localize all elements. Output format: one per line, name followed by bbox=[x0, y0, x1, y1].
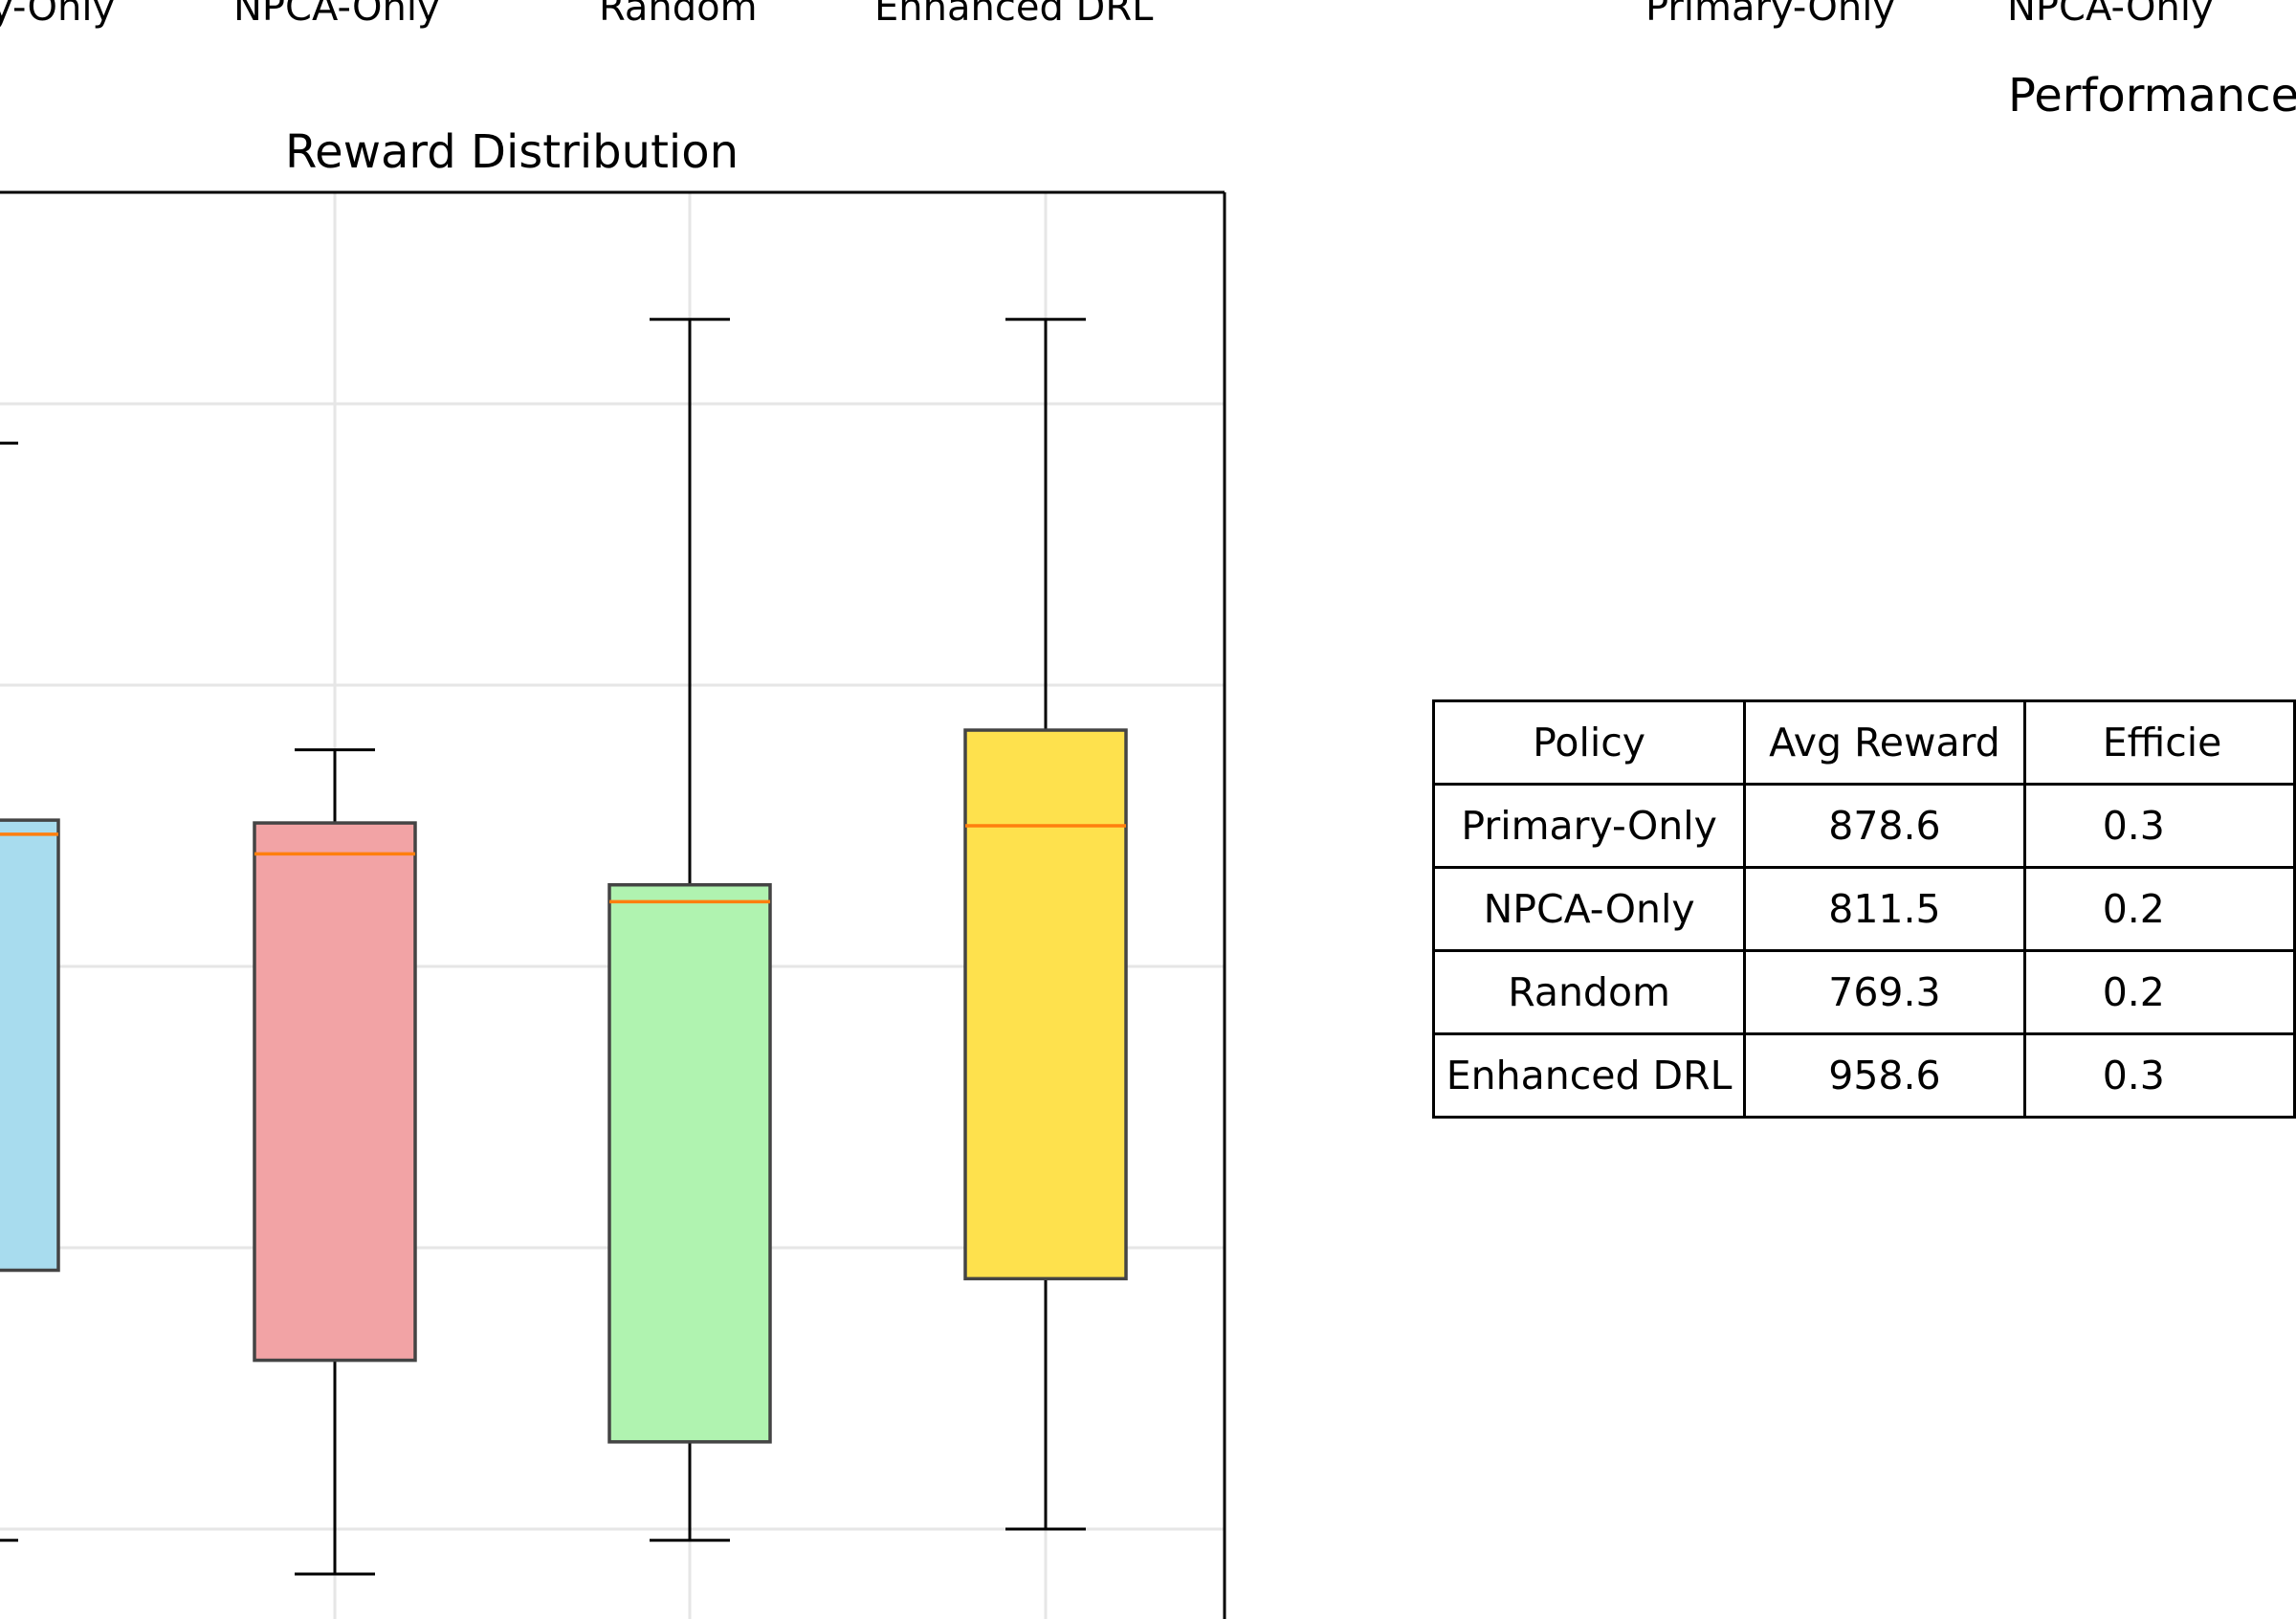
performance-table: Policy Avg Reward Efficie Primary-Only 8… bbox=[1431, 699, 2296, 1119]
table-header-avg-reward: Avg Reward bbox=[1743, 699, 2026, 786]
table-cell-policy: Primary-Only bbox=[1431, 783, 1747, 869]
table-cell-efficiency: 0.2 bbox=[2022, 866, 2296, 952]
table-header-efficiency: Efficie bbox=[2022, 699, 2296, 786]
table-cell-avg-reward: 958.6 bbox=[1743, 1032, 2026, 1119]
box-iqr bbox=[963, 728, 1128, 1281]
table-row: Random 769.3 0.2 bbox=[1431, 949, 2296, 1035]
box-iqr bbox=[253, 821, 417, 1363]
table-cell-efficiency: 0.3 bbox=[2022, 783, 2296, 869]
box-iqr bbox=[0, 818, 60, 1273]
table-row: Enhanced DRL 958.6 0.3 bbox=[1431, 1032, 2296, 1119]
performance-panel-title: Performance bbox=[2008, 69, 2296, 122]
top-right-xtick-label-2: NPCA-Only bbox=[2007, 0, 2214, 30]
table-cell-policy: NPCA-Only bbox=[1431, 866, 1747, 952]
top-xtick-label-3: Random bbox=[599, 0, 758, 30]
box-npca-only bbox=[253, 748, 417, 1576]
table-header-policy: Policy bbox=[1431, 699, 1747, 786]
table-cell-policy: Random bbox=[1431, 949, 1747, 1035]
table-cell-avg-reward: 878.6 bbox=[1743, 783, 2026, 869]
box-layer bbox=[0, 318, 1128, 1576]
top-xtick-label-4: Enhanced DRL bbox=[874, 0, 1154, 30]
table-cell-efficiency: 0.3 bbox=[2022, 1032, 2296, 1119]
chart-title: Reward Distribution bbox=[285, 125, 739, 179]
frame-layer bbox=[0, 190, 1226, 1619]
table-row: NPCA-Only 811.5 0.2 bbox=[1431, 866, 2296, 952]
box-enhanced-drl bbox=[963, 318, 1128, 1531]
box-iqr bbox=[607, 882, 772, 1444]
top-xtick-label-1: y-Only bbox=[0, 0, 116, 30]
table-cell-avg-reward: 811.5 bbox=[1743, 866, 2026, 952]
table-cell-avg-reward: 769.3 bbox=[1743, 949, 2026, 1035]
table-row: Primary-Only 878.6 0.3 bbox=[1431, 783, 2296, 869]
table-cell-policy: Enhanced DRL bbox=[1431, 1032, 1747, 1119]
box-random bbox=[607, 318, 772, 1542]
top-right-xtick-label-1: Primary-Only bbox=[1645, 0, 1896, 30]
table-header-row: Policy Avg Reward Efficie bbox=[1431, 699, 2296, 786]
box-primary-only bbox=[0, 441, 60, 1542]
top-xtick-label-2: NPCA-Only bbox=[233, 0, 440, 30]
table-cell-efficiency: 0.2 bbox=[2022, 949, 2296, 1035]
